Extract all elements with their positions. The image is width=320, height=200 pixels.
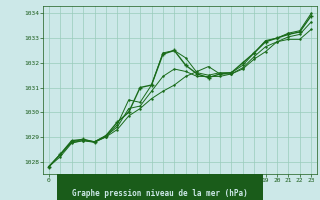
Text: Graphe pression niveau de la mer (hPa): Graphe pression niveau de la mer (hPa) <box>72 189 248 198</box>
